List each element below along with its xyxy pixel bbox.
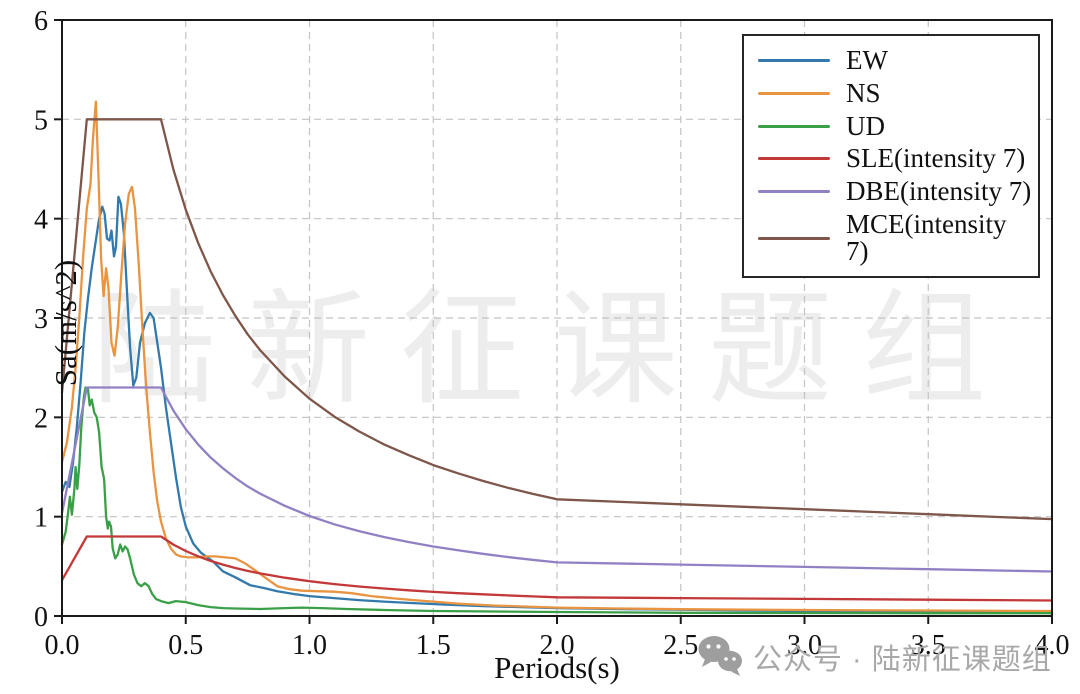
x-tick-label: 1.0 — [292, 630, 327, 661]
legend-swatch — [758, 236, 830, 240]
footer: 公众号 · 陆新征课题组 — [697, 633, 1052, 681]
legend-label: SLE(intensity 7) — [846, 143, 1026, 174]
y-tick-label: 3 — [34, 304, 48, 335]
legend-item-ew: EW — [758, 44, 1034, 75]
legend-swatch — [758, 58, 830, 62]
y-tick-label: 5 — [34, 105, 48, 136]
legend-label: NS — [846, 77, 881, 108]
legend-label: UD — [846, 110, 885, 141]
series-line-sle-intensity-7- — [60, 535, 1054, 602]
x-tick-label: 0.5 — [168, 630, 203, 661]
series-line-mce-intensity-7- — [60, 118, 1054, 521]
legend: EW NS UD SLE(intensity 7) DBE(intensity 7) MC… — [742, 34, 1040, 278]
y-tick-label: 1 — [34, 503, 48, 534]
x-tick-label: 3.5 — [911, 630, 946, 661]
legend-item-dbe-intensity-7-: DBE(intensity 7) — [758, 178, 1034, 205]
legend-swatch — [758, 157, 830, 161]
wechat-icon — [698, 636, 742, 676]
legend-item-ud: UD — [758, 110, 1034, 141]
x-tick-label: 2.0 — [540, 630, 575, 661]
y-tick-label: 6 — [34, 6, 48, 37]
legend-label: MCE(intensity 7) — [846, 209, 1007, 267]
x-tick-label: 2.5 — [663, 630, 698, 661]
legend-label: EW — [846, 44, 888, 75]
legend-swatch — [758, 124, 830, 128]
x-tick-label: 1.5 — [416, 630, 451, 661]
y-tick-label: 0 — [34, 602, 48, 633]
legend-item-mce-intensity-7-: MCE(intensity 7) — [758, 211, 1034, 265]
y-tick-label: 2 — [34, 403, 48, 434]
footer-text: 公众号 · 陆新征课题组 — [753, 644, 1052, 676]
legend-swatch — [758, 91, 830, 95]
series-line-ew — [60, 195, 1054, 614]
x-tick-label: 4.0 — [1035, 630, 1070, 661]
legend-swatch — [758, 190, 830, 194]
x-axis-label: Periods(s) — [494, 650, 620, 685]
legend-item-ns: NS — [758, 77, 1034, 108]
series-line-dbe-intensity-7- — [60, 386, 1054, 573]
y-axis-label: Sa(m/s^2) — [48, 259, 83, 387]
legend-item-sle-intensity-7-: SLE(intensity 7) — [758, 145, 1034, 172]
x-tick-label: 0.0 — [45, 630, 80, 661]
y-tick-label: 4 — [34, 205, 48, 236]
watermark-text: 陆新征课题组 — [92, 282, 1017, 419]
legend-label: DBE(intensity 7) — [846, 176, 1032, 207]
x-tick-label: 3.0 — [787, 630, 822, 661]
